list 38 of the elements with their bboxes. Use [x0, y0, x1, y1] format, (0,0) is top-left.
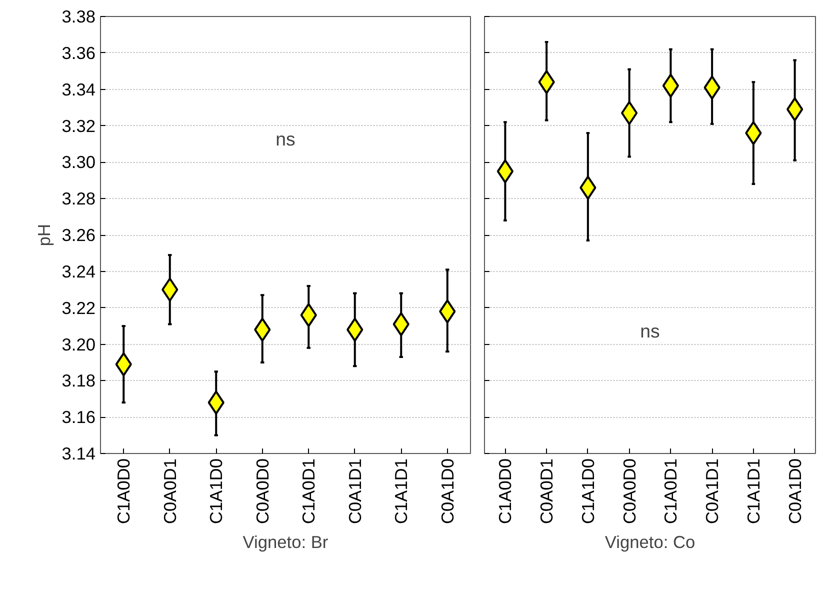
annotation: ns: [640, 320, 660, 342]
annotation: ns: [276, 128, 296, 150]
x-tick-label: C1A1D1: [391, 458, 412, 524]
y-tick-label: 3.18: [62, 370, 96, 391]
x-tick-label: C1A0D1: [660, 458, 681, 524]
y-tick-label: 3.28: [62, 188, 96, 209]
x-tick-label: C1A0D0: [114, 458, 134, 524]
y-tick-label: 3.30: [62, 152, 96, 172]
y-tick-label: 3.20: [62, 334, 96, 354]
x-tick-label: C0A0D0: [619, 458, 640, 524]
y-tick-label: 3.32: [62, 116, 96, 136]
point: [662, 74, 680, 98]
y-tick-label: 3.22: [62, 298, 96, 318]
x-tick-label: C0A1D1: [702, 458, 722, 524]
x-tick-label: C0A1D0: [437, 458, 458, 524]
x-tick-label: C1A1D0: [578, 458, 598, 524]
point: [620, 101, 638, 126]
x-tick-label: C0A1D0: [784, 458, 805, 524]
point: [496, 159, 514, 184]
y-tick-label: 3.38: [62, 6, 96, 26]
y-tick-label: 3.36: [62, 42, 96, 63]
y-tick-label: 3.14: [62, 444, 96, 464]
y-tick-label: 3.34: [62, 79, 96, 100]
x-axis-title: Vigneto: Co: [604, 532, 696, 552]
x-tick-label: C1A1D1: [743, 458, 764, 524]
x-tick-label: C0A0D1: [536, 458, 557, 524]
x-tick-label: C1A0D0: [495, 458, 516, 524]
x-tick-label: C0A0D1: [160, 458, 180, 524]
x-tick-label: C0A1D1: [344, 458, 365, 524]
y-tick-label: 3.16: [62, 407, 96, 428]
x-tick-label: C0A0D0: [252, 458, 272, 524]
y-axis-title: pH: [34, 224, 54, 246]
y-tick-label: 3.24: [62, 261, 96, 282]
y-tick-label: 3.26: [62, 225, 96, 245]
x-tick-label: C1A1D0: [206, 458, 226, 524]
x-axis-title: Vigneto: Br: [242, 532, 328, 552]
x-tick-label: C1A0D1: [298, 458, 319, 524]
point: [786, 97, 804, 122]
